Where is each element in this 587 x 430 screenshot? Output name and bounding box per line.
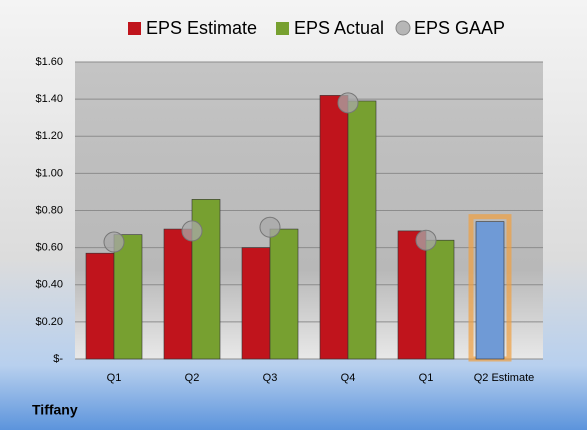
gaap-marker xyxy=(103,231,125,253)
gaap-marker xyxy=(259,216,281,238)
bar xyxy=(475,221,505,360)
gaap-marker xyxy=(337,92,359,114)
y-tick-label: $- xyxy=(53,353,63,365)
y-tick-label: $0.40 xyxy=(35,279,63,291)
legend-swatch xyxy=(395,20,411,36)
legend-label: EPS Estimate xyxy=(146,18,257,38)
y-tick-label: $1.40 xyxy=(35,93,63,105)
x-tick-label: Q1 xyxy=(419,372,434,384)
x-tick-label: Q3 xyxy=(263,372,278,384)
y-tick-label: $0.80 xyxy=(35,204,63,216)
bar xyxy=(425,239,455,360)
bar xyxy=(397,230,427,360)
bar xyxy=(163,228,193,360)
x-tick-label: Q2 Estimate xyxy=(474,372,535,384)
legend-label: EPS GAAP xyxy=(414,18,505,38)
y-tick-label: $0.60 xyxy=(35,242,63,254)
bar xyxy=(85,252,115,360)
legend-swatch xyxy=(128,22,141,35)
y-tick-label: $1.00 xyxy=(35,167,63,179)
company-label: Tiffany xyxy=(32,402,78,418)
bar xyxy=(113,234,143,360)
x-tick-label: Q4 xyxy=(341,372,356,384)
bar xyxy=(241,247,271,360)
bar xyxy=(269,228,299,360)
y-tick-label: $1.60 xyxy=(35,56,63,68)
bar xyxy=(347,100,377,360)
gaap-marker xyxy=(415,229,437,251)
legend-label: EPS Actual xyxy=(294,18,384,38)
x-tick-label: Q1 xyxy=(107,372,122,384)
y-tick-label: $0.20 xyxy=(35,316,63,328)
y-tick-label: $1.20 xyxy=(35,130,63,142)
gaap-marker xyxy=(181,220,203,242)
legend-swatch xyxy=(276,22,289,35)
bar xyxy=(319,95,349,360)
x-tick-label: Q2 xyxy=(185,372,200,384)
